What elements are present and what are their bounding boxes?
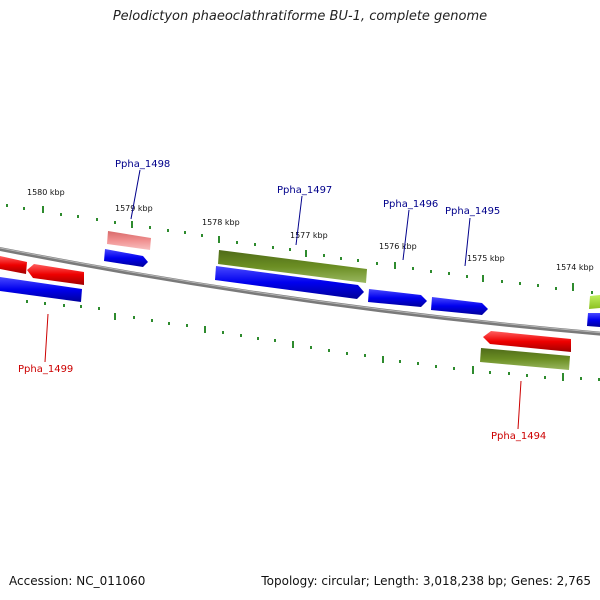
gene-right-edge-lime[interactable] xyxy=(589,295,600,309)
genome-backbone xyxy=(0,246,600,336)
kbp-label-1574: 1574 kbp xyxy=(556,263,594,272)
pseudo-gene-feature[interactable] xyxy=(107,231,151,250)
gene-ppha-1494[interactable] xyxy=(483,331,571,352)
genome-summary-text: Topology: circular; Length: 3,018,238 bp… xyxy=(261,574,591,588)
kbp-label-1578: 1578 kbp xyxy=(202,218,240,227)
gene-ppha-1497[interactable] xyxy=(215,266,364,299)
upper-scale-ticks xyxy=(6,204,593,294)
gene-left-edge-red[interactable] xyxy=(0,256,27,274)
gene-ppha-1495[interactable] xyxy=(431,297,488,315)
gene-label-ppha-1498[interactable]: Ppha_1498 xyxy=(115,159,170,170)
lower-scale-ticks xyxy=(26,300,600,381)
gene-right-edge-blue[interactable] xyxy=(587,313,600,327)
gene-left-edge-blue[interactable] xyxy=(0,277,82,302)
gene-feature-ppha-1494-olive[interactable] xyxy=(480,348,570,370)
kbp-label-1576: 1576 kbp xyxy=(379,242,417,251)
gene-label-ppha-1499[interactable]: Ppha_1499 xyxy=(18,364,73,375)
kbp-label-1580: 1580 kbp xyxy=(27,188,65,197)
kbp-label-1577: 1577 kbp xyxy=(290,231,328,240)
genome-title: Pelodictyon phaeoclathratiforme BU-1, co… xyxy=(112,9,488,24)
gene-ppha-1499[interactable] xyxy=(27,264,84,285)
accession-text: Accession: NC_011060 xyxy=(9,574,146,588)
gene-label-ppha-1497[interactable]: Ppha_1497 xyxy=(277,185,332,196)
gene-label-ppha-1494[interactable]: Ppha_1494 xyxy=(491,431,546,442)
kbp-label-1575: 1575 kbp xyxy=(467,254,505,263)
gene-ppha-1498[interactable] xyxy=(104,249,148,267)
gene-label-ppha-1496[interactable]: Ppha_1496 xyxy=(383,199,438,210)
gene-label-ppha-1495[interactable]: Ppha_1495 xyxy=(445,206,500,217)
gene-ppha-1496[interactable] xyxy=(368,289,427,307)
gene-feature-ppha-1497-olive[interactable] xyxy=(218,250,367,283)
kbp-label-1579: 1579 kbp xyxy=(115,204,153,213)
